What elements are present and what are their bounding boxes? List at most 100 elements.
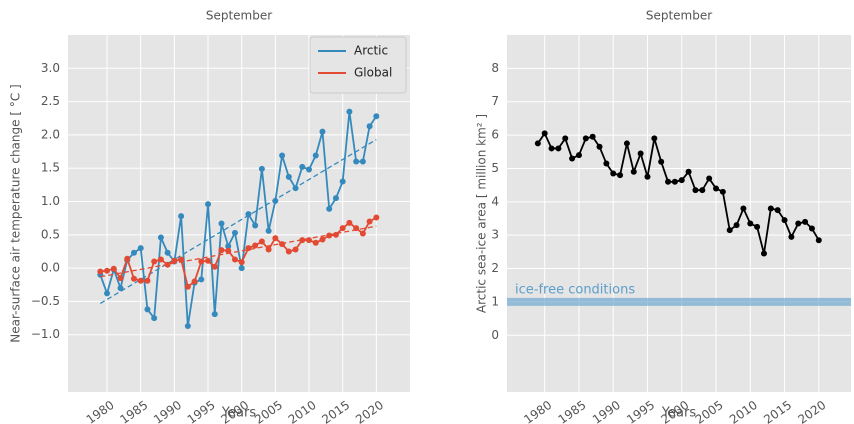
data-point (339, 178, 346, 185)
data-point (238, 259, 245, 266)
data-point (548, 145, 555, 152)
data-point (225, 247, 232, 254)
data-point (665, 178, 672, 185)
x-tick-label: 2005 (693, 398, 726, 424)
data-point (760, 250, 767, 257)
x-axis-label: Years (661, 406, 697, 421)
chart-title: September (646, 9, 712, 23)
data-point (781, 217, 788, 224)
data-point (678, 177, 685, 184)
data-point (178, 256, 185, 263)
data-point (191, 278, 198, 285)
data-point (211, 311, 218, 318)
y-axis-label: Arctic sea-ice area [ million km² ] (475, 114, 489, 313)
data-point (151, 315, 158, 322)
data-point (258, 165, 265, 172)
y-tick-label: 0.0 (41, 261, 60, 275)
data-point (279, 241, 286, 248)
data-point (225, 243, 232, 250)
data-point (285, 173, 292, 180)
data-point (589, 133, 596, 140)
y-tick-label: −0.5 (31, 294, 60, 308)
data-point (231, 229, 238, 236)
data-point (265, 227, 272, 234)
plot-area (507, 35, 851, 392)
data-point (359, 158, 366, 165)
data-point (184, 323, 191, 330)
data-point (205, 257, 212, 264)
data-point (754, 223, 761, 230)
data-point (157, 256, 164, 263)
data-point (272, 197, 279, 204)
data-point (164, 261, 171, 268)
data-point (312, 239, 319, 246)
data-point (692, 187, 699, 194)
data-point (292, 246, 299, 253)
data-point (137, 277, 144, 284)
data-point (373, 214, 380, 221)
x-tick-label: 1980 (84, 398, 117, 424)
data-point (306, 237, 313, 244)
data-point (774, 207, 781, 214)
data-point (231, 256, 238, 263)
data-point (603, 160, 610, 167)
legend-label: Arctic (354, 44, 388, 58)
y-tick-label: 1.0 (41, 194, 60, 208)
data-point (582, 135, 589, 142)
data-point (104, 290, 111, 297)
data-point (726, 227, 733, 234)
data-point (178, 213, 185, 220)
data-point (706, 175, 713, 182)
y-tick-label: −1.0 (31, 327, 60, 341)
data-point (258, 238, 265, 245)
data-point (555, 145, 562, 152)
x-tick-label: 2010 (286, 398, 319, 424)
data-point (767, 205, 774, 212)
data-point (97, 268, 104, 275)
data-point (815, 237, 822, 244)
x-tick-label: 1985 (556, 398, 589, 424)
reference-label: ice-free conditions (515, 282, 635, 297)
y-tick-label: 2 (491, 261, 499, 275)
data-point (534, 140, 541, 147)
plot-area (68, 35, 410, 392)
data-point (319, 236, 326, 243)
data-point (366, 218, 373, 225)
data-point (719, 188, 726, 195)
y-tick-label: 1.5 (41, 161, 60, 175)
x-tick-label: 1990 (151, 398, 184, 424)
data-point (630, 168, 637, 175)
data-point (326, 205, 333, 212)
x-tick-label: 1995 (624, 398, 657, 424)
data-point (245, 211, 252, 218)
y-tick-label: 0.5 (41, 227, 60, 241)
data-point (346, 219, 353, 226)
data-point (164, 249, 171, 256)
data-point (198, 258, 205, 265)
data-point (130, 275, 137, 282)
data-point (279, 152, 286, 159)
data-point (299, 163, 306, 170)
x-tick-label: 2015 (319, 398, 352, 424)
y-axis-label: Near-surface air temperature change [ °C… (9, 84, 23, 342)
data-point (137, 245, 144, 252)
data-point (117, 285, 124, 292)
data-point (117, 275, 124, 282)
data-point (144, 306, 151, 313)
data-point (353, 225, 360, 232)
y-tick-label: 8 (491, 61, 499, 75)
y-tick-label: 5 (491, 161, 499, 175)
data-point (651, 135, 658, 142)
data-point (575, 152, 582, 159)
y-tick-label: 2.0 (41, 127, 60, 141)
x-tick-label: 2020 (353, 398, 386, 424)
data-point (332, 231, 339, 238)
data-point (359, 230, 366, 237)
data-point (373, 113, 380, 120)
data-point (184, 283, 191, 290)
trend-line (99, 139, 377, 304)
data-point (644, 173, 651, 180)
data-point (272, 235, 279, 242)
y-tick-label: 3.0 (41, 61, 60, 75)
data-point (339, 225, 346, 232)
